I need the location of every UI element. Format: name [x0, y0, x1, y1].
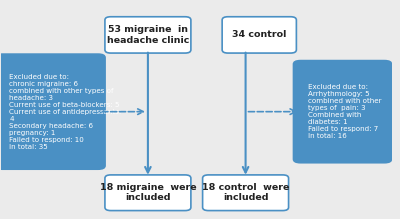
FancyBboxPatch shape — [222, 17, 296, 53]
FancyBboxPatch shape — [105, 17, 191, 53]
FancyBboxPatch shape — [203, 175, 288, 211]
Text: Excluded due to:
chronic migraine: 6
combined with other types of
headache: 3
Cu: Excluded due to: chronic migraine: 6 com… — [9, 74, 122, 150]
Text: Excluded due to:
Arrhythmology: 5
combined with other
types of  pain: 3
Combined: Excluded due to: Arrhythmology: 5 combin… — [308, 84, 381, 139]
FancyBboxPatch shape — [105, 175, 191, 211]
Text: 18 control  were
included: 18 control were included — [202, 183, 289, 202]
FancyBboxPatch shape — [293, 60, 392, 164]
Text: 18 migraine  were
included: 18 migraine were included — [100, 183, 196, 202]
Text: 34 control: 34 control — [232, 30, 286, 39]
Text: 53 migraine  in
headache clinic: 53 migraine in headache clinic — [107, 25, 189, 45]
FancyBboxPatch shape — [0, 53, 106, 170]
